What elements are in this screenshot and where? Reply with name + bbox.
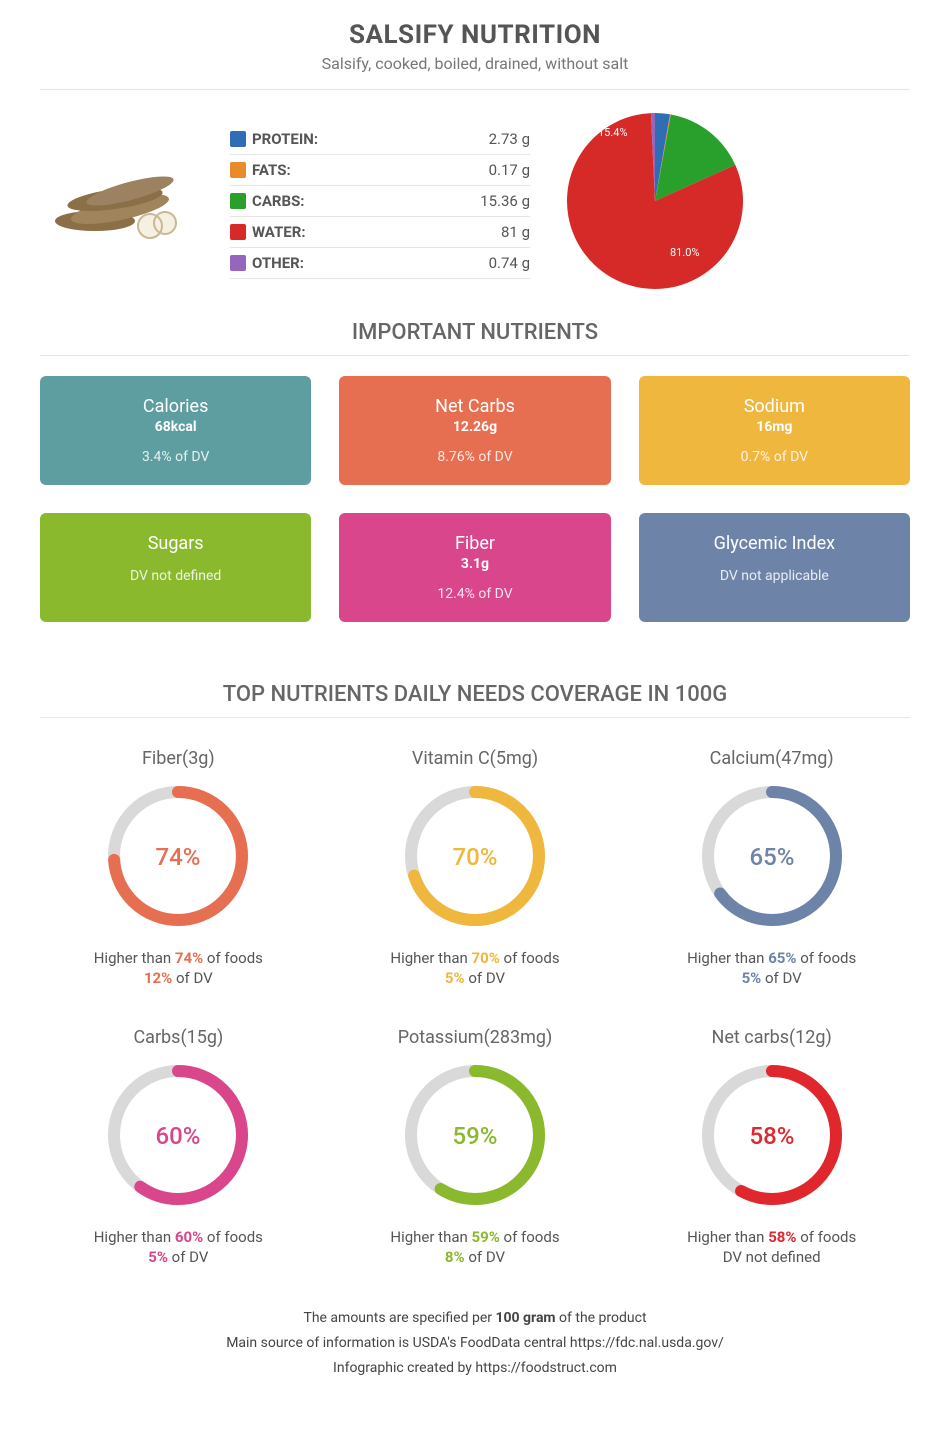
macro-label: PROTEIN: bbox=[252, 130, 489, 148]
donut-dv: 5% of DV bbox=[633, 969, 910, 987]
nutrient-card: Calories 68kcal 3.4% of DV bbox=[40, 376, 311, 485]
donut-chart: 74% bbox=[103, 781, 253, 931]
food-image bbox=[40, 151, 200, 251]
macro-row: WATER: 81 g bbox=[230, 217, 530, 248]
donut-title: Vitamin C(5mg) bbox=[337, 748, 614, 769]
card-title: Sugars bbox=[50, 533, 301, 554]
nutrient-card: Sodium 16mg 0.7% of DV bbox=[639, 376, 910, 485]
donut-caption: Higher than 74% of foods bbox=[40, 949, 317, 967]
divider bbox=[40, 89, 910, 90]
macro-value: 0.17 g bbox=[489, 161, 530, 179]
footer-line-3: Infographic created by https://foodstruc… bbox=[40, 1356, 910, 1381]
macro-value: 0.74 g bbox=[489, 254, 530, 272]
card-value: 16mg bbox=[649, 419, 900, 435]
card-value: 68kcal bbox=[50, 419, 301, 435]
macro-label: CARBS: bbox=[252, 192, 480, 210]
card-value: 12.26g bbox=[349, 419, 600, 435]
nutrient-cards: Calories 68kcal 3.4% of DV Net Carbs 12.2… bbox=[40, 376, 910, 622]
donut-percent: 58% bbox=[749, 1122, 794, 1150]
donut-title: Carbs(15g) bbox=[40, 1027, 317, 1048]
nutrient-card: Fiber 3.1g 12.4% of DV bbox=[339, 513, 610, 622]
macro-swatch bbox=[230, 224, 246, 240]
donut-chart: 58% bbox=[697, 1060, 847, 1210]
card-title: Calories bbox=[50, 396, 301, 417]
macro-swatch bbox=[230, 162, 246, 178]
card-value: 3.1g bbox=[349, 556, 600, 572]
macro-pie-chart: 15.4% 81.0% bbox=[560, 106, 750, 296]
card-dv: DV not defined bbox=[50, 568, 301, 584]
donut-chart: 65% bbox=[697, 781, 847, 931]
macro-label: FATS: bbox=[252, 161, 489, 179]
macro-swatch bbox=[230, 193, 246, 209]
macro-table: PROTEIN: 2.73 g FATS: 0.17 g CARBS: 15.3… bbox=[230, 124, 530, 279]
card-dv: 3.4% of DV bbox=[50, 449, 301, 465]
nutrient-card: Net Carbs 12.26g 8.76% of DV bbox=[339, 376, 610, 485]
donut-caption: Higher than 60% of foods bbox=[40, 1228, 317, 1246]
donut-dv: 5% of DV bbox=[337, 969, 614, 987]
footer-line-2: Main source of information is USDA's Foo… bbox=[40, 1331, 910, 1356]
donut-caption: Higher than 65% of foods bbox=[633, 949, 910, 967]
macro-value: 2.73 g bbox=[489, 130, 530, 148]
donut-dv: 5% of DV bbox=[40, 1248, 317, 1266]
donut-title: Potassium(283mg) bbox=[337, 1027, 614, 1048]
donut-item: Carbs(15g) 60% Higher than 60% of foods … bbox=[40, 1027, 317, 1266]
card-dv: 12.4% of DV bbox=[349, 586, 600, 602]
donut-dv: DV not defined bbox=[633, 1248, 910, 1266]
footer-line-1: The amounts are specified per 100 gram o… bbox=[40, 1306, 910, 1331]
donut-item: Vitamin C(5mg) 70% Higher than 70% of fo… bbox=[337, 748, 614, 987]
macro-row: CARBS: 15.36 g bbox=[230, 186, 530, 217]
divider bbox=[40, 717, 910, 718]
macro-value: 81 g bbox=[501, 223, 530, 241]
donut-percent: 60% bbox=[156, 1122, 201, 1150]
pie-label: 15.4% bbox=[598, 126, 628, 139]
page-title: SALSIFY NUTRITION bbox=[40, 20, 910, 50]
card-title: Glycemic Index bbox=[649, 533, 900, 554]
nutrient-card: Sugars DV not defined bbox=[40, 513, 311, 622]
divider bbox=[40, 355, 910, 356]
card-title: Net Carbs bbox=[349, 396, 600, 417]
pie-label: 81.0% bbox=[670, 246, 700, 259]
donut-percent: 70% bbox=[453, 843, 498, 871]
macro-value: 15.36 g bbox=[480, 192, 530, 210]
macro-swatch bbox=[230, 255, 246, 271]
card-dv: 8.76% of DV bbox=[349, 449, 600, 465]
donut-title: Fiber(3g) bbox=[40, 748, 317, 769]
card-title: Sodium bbox=[649, 396, 900, 417]
donut-percent: 59% bbox=[453, 1122, 498, 1150]
donut-caption: Higher than 59% of foods bbox=[337, 1228, 614, 1246]
macro-row: FATS: 0.17 g bbox=[230, 155, 530, 186]
donut-dv: 12% of DV bbox=[40, 969, 317, 987]
donut-item: Fiber(3g) 74% Higher than 74% of foods 1… bbox=[40, 748, 317, 987]
section-title-coverage: TOP NUTRIENTS DAILY NEEDS COVERAGE IN 10… bbox=[40, 682, 910, 707]
donut-chart: 70% bbox=[400, 781, 550, 931]
nutrient-card: Glycemic Index DV not applicable bbox=[639, 513, 910, 622]
donut-item: Potassium(283mg) 59% Higher than 59% of … bbox=[337, 1027, 614, 1266]
donut-item: Net carbs(12g) 58% Higher than 58% of fo… bbox=[633, 1027, 910, 1266]
donut-grid: Fiber(3g) 74% Higher than 74% of foods 1… bbox=[40, 748, 910, 1266]
macro-row: PROTEIN: 2.73 g bbox=[230, 124, 530, 155]
donut-caption: Higher than 70% of foods bbox=[337, 949, 614, 967]
donut-dv: 8% of DV bbox=[337, 1248, 614, 1266]
donut-chart: 59% bbox=[400, 1060, 550, 1210]
footer: The amounts are specified per 100 gram o… bbox=[40, 1306, 910, 1382]
macro-swatch bbox=[230, 131, 246, 147]
card-dv: 0.7% of DV bbox=[649, 449, 900, 465]
macro-label: WATER: bbox=[252, 223, 501, 241]
donut-title: Net carbs(12g) bbox=[633, 1027, 910, 1048]
macro-label: OTHER: bbox=[252, 254, 489, 272]
page-subtitle: Salsify, cooked, boiled, drained, withou… bbox=[40, 54, 910, 73]
donut-caption: Higher than 58% of foods bbox=[633, 1228, 910, 1246]
card-dv: DV not applicable bbox=[649, 568, 900, 584]
card-title: Fiber bbox=[349, 533, 600, 554]
donut-chart: 60% bbox=[103, 1060, 253, 1210]
section-title-important: IMPORTANT NUTRIENTS bbox=[40, 320, 910, 345]
donut-percent: 74% bbox=[156, 843, 201, 871]
donut-item: Calcium(47mg) 65% Higher than 65% of foo… bbox=[633, 748, 910, 987]
donut-title: Calcium(47mg) bbox=[633, 748, 910, 769]
donut-percent: 65% bbox=[749, 843, 794, 871]
macro-row: OTHER: 0.74 g bbox=[230, 248, 530, 279]
top-row: PROTEIN: 2.73 g FATS: 0.17 g CARBS: 15.3… bbox=[40, 106, 910, 296]
